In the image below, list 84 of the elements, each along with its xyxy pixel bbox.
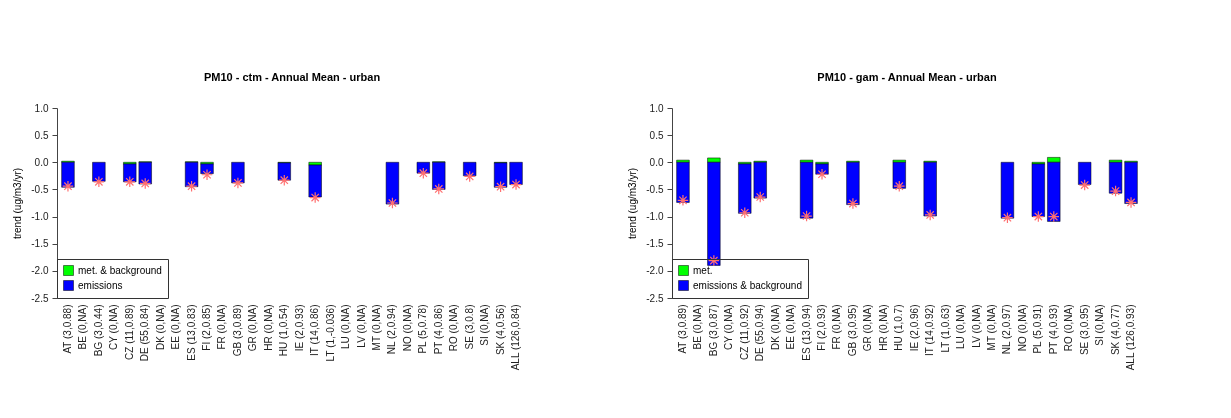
x-tick-label: AT (3,0.88) bbox=[61, 304, 73, 354]
y-tick-label: 0.5 bbox=[34, 129, 49, 141]
x-tick-label: DK (0,NA) bbox=[769, 304, 781, 351]
x-tick-label: ES (13,0.83) bbox=[185, 304, 197, 361]
x-tick-label: CY (0,NA) bbox=[108, 304, 120, 350]
legend-label: emissions bbox=[78, 279, 123, 291]
x-tick-label: SK (4,0.77) bbox=[1109, 304, 1121, 356]
x-tick-label: LU (0,NA) bbox=[340, 304, 352, 349]
y-axis-title: trend (ug/m3/yr) bbox=[627, 167, 639, 240]
x-tick-label: FR (0,NA) bbox=[216, 304, 228, 350]
x-tick-label: LT (1,0.63) bbox=[939, 304, 951, 353]
x-tick-label: GB (3,0.89) bbox=[231, 304, 243, 357]
x-tick-label: MT (0,NA) bbox=[370, 304, 382, 351]
x-tick-label: CZ (11,0.92) bbox=[738, 304, 750, 360]
x-tick-label: ALL (126,0.84) bbox=[510, 304, 522, 371]
y-tick-label: -0.5 bbox=[646, 183, 664, 195]
x-tick-label: IE (2,0.93) bbox=[293, 304, 305, 352]
x-tick-label: SE (3,0.8) bbox=[463, 304, 475, 350]
legend-label: emissions & background bbox=[693, 279, 802, 291]
x-tick-label: PL (5,0.91) bbox=[1032, 304, 1044, 354]
x-tick-label: NO (0,NA) bbox=[401, 304, 413, 352]
y-tick-label: -0.5 bbox=[31, 183, 49, 195]
y-tick-label: 0.5 bbox=[649, 129, 664, 141]
x-tick-label: FI (2,0.93) bbox=[816, 304, 828, 351]
x-tick-label: CY (0,NA) bbox=[723, 304, 735, 350]
x-tick-label: SE (3,0.95) bbox=[1078, 304, 1090, 356]
y-tick-label: -2.0 bbox=[646, 265, 664, 277]
x-tick-label: GB (3,0.95) bbox=[846, 304, 858, 357]
x-tick-label: SI (0,NA) bbox=[479, 304, 491, 346]
x-tick-label: LU (0,NA) bbox=[955, 304, 967, 349]
x-tick-label: DE (55,0.94) bbox=[754, 304, 766, 362]
y-tick-label: 0.0 bbox=[649, 156, 664, 168]
y-tick-label: -1.5 bbox=[646, 238, 664, 250]
x-tick-label: GR (0,NA) bbox=[862, 304, 874, 352]
x-tick-label: EE (0,NA) bbox=[785, 304, 797, 350]
x-tick-label: CZ (11,0.89) bbox=[123, 304, 135, 360]
y-tick-label: 0.0 bbox=[34, 156, 49, 168]
x-tick-label: NO (0,NA) bbox=[1016, 304, 1028, 352]
x-tick-label: IE (2,0.96) bbox=[908, 304, 920, 352]
x-tick-label: IT (14,0.92) bbox=[924, 304, 936, 357]
x-tick-label: LV (0,NA) bbox=[970, 304, 982, 348]
x-tick-label: DK (0,NA) bbox=[154, 304, 166, 351]
y-tick-label: -1.5 bbox=[31, 238, 49, 250]
x-tick-label: LT (1,-0.036) bbox=[324, 304, 336, 362]
legend-label: met. bbox=[693, 264, 713, 276]
x-tick-label: LV (0,NA) bbox=[355, 304, 367, 348]
x-tick-label: MT (0,NA) bbox=[985, 304, 997, 351]
x-tick-label: AT (3,0.89) bbox=[676, 304, 688, 354]
x-tick-label: IT (14,0.86) bbox=[309, 304, 321, 357]
x-tick-label: SI (0,NA) bbox=[1094, 304, 1106, 346]
y-tick-label: -2.5 bbox=[31, 292, 49, 304]
x-tick-label: SK (4,0.56) bbox=[494, 304, 506, 356]
x-tick-label: HR (0,NA) bbox=[877, 304, 889, 351]
legend-label: met. & background bbox=[78, 264, 162, 276]
x-tick-label: ES (13,0.94) bbox=[800, 304, 812, 361]
x-tick-label: BE (0,NA) bbox=[692, 304, 704, 350]
x-tick-label: BE (0,NA) bbox=[77, 304, 89, 350]
x-tick-label: NL (2,0.97) bbox=[1001, 304, 1013, 355]
x-tick-label: GR (0,NA) bbox=[247, 304, 259, 352]
x-tick-label: ALL (126,0.93) bbox=[1125, 304, 1137, 371]
y-axis-title: trend (ug/m3/yr) bbox=[12, 167, 24, 240]
y-tick-label: -2.5 bbox=[646, 292, 664, 304]
x-tick-label: RO (0,NA) bbox=[1063, 304, 1075, 352]
x-tick-label: BG (3,0.44) bbox=[92, 304, 104, 357]
x-tick-label: NL (2,0.94) bbox=[386, 304, 398, 355]
y-tick-label: -1.0 bbox=[31, 211, 49, 223]
chart-title: PM10 - gam - Annual Mean - urban bbox=[817, 71, 997, 83]
x-tick-label: DE (55,0.84) bbox=[139, 304, 151, 362]
x-tick-label: FI (2,0.85) bbox=[201, 304, 213, 351]
x-tick-label: HU (1,0.7) bbox=[893, 304, 905, 351]
y-tick-label: -2.0 bbox=[31, 265, 49, 277]
x-tick-label: HU (1,0.54) bbox=[278, 304, 290, 357]
x-tick-label: BG (3,0.87) bbox=[707, 304, 719, 357]
y-tick-label: -1.0 bbox=[646, 211, 664, 223]
y-tick-label: 1.0 bbox=[649, 102, 664, 114]
x-tick-label: HR (0,NA) bbox=[262, 304, 274, 351]
chart-title: PM10 - ctm - Annual Mean - urban bbox=[203, 71, 381, 83]
x-tick-label: PT (4,0.86) bbox=[432, 304, 444, 355]
x-tick-label: PL (5,0.78) bbox=[417, 304, 429, 354]
x-tick-label: PT (4,0.93) bbox=[1047, 304, 1059, 355]
x-tick-label: RO (0,NA) bbox=[448, 304, 460, 352]
y-tick-label: 1.0 bbox=[34, 102, 49, 114]
x-tick-label: EE (0,NA) bbox=[170, 304, 182, 350]
x-tick-label: FR (0,NA) bbox=[831, 304, 843, 350]
